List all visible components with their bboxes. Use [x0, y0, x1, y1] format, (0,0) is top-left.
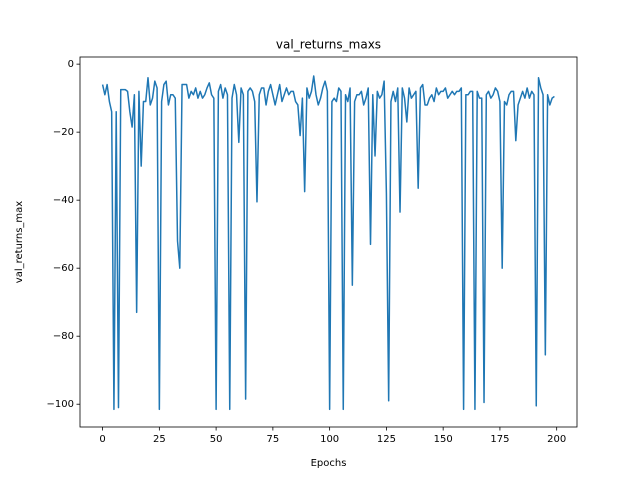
y-tick-label: −100 — [47, 399, 74, 410]
data-line — [101, 75, 555, 411]
x-tick-label: 200 — [547, 434, 566, 445]
chart-title: val_returns_maxs — [276, 38, 381, 52]
x-tick-label: 175 — [490, 434, 509, 445]
x-axis-label: Epochs — [311, 458, 347, 469]
y-axis-label: val_returns_max — [14, 201, 25, 283]
x-tick-label: 0 — [99, 434, 105, 445]
y-tick-label: −60 — [53, 263, 74, 274]
x-tick-label: 125 — [377, 434, 396, 445]
x-tick-label: 100 — [320, 434, 339, 445]
plot-frame — [79, 56, 578, 428]
y-tick-label: −20 — [53, 127, 74, 138]
x-tick-label: 25 — [153, 434, 166, 445]
y-tick-label: −40 — [53, 195, 74, 206]
x-tick-label: 150 — [434, 434, 453, 445]
y-tick-label: −80 — [53, 331, 74, 342]
x-tick-label: 50 — [210, 434, 223, 445]
x-tick-label: 75 — [267, 434, 280, 445]
y-tick-label: 0 — [68, 59, 74, 70]
